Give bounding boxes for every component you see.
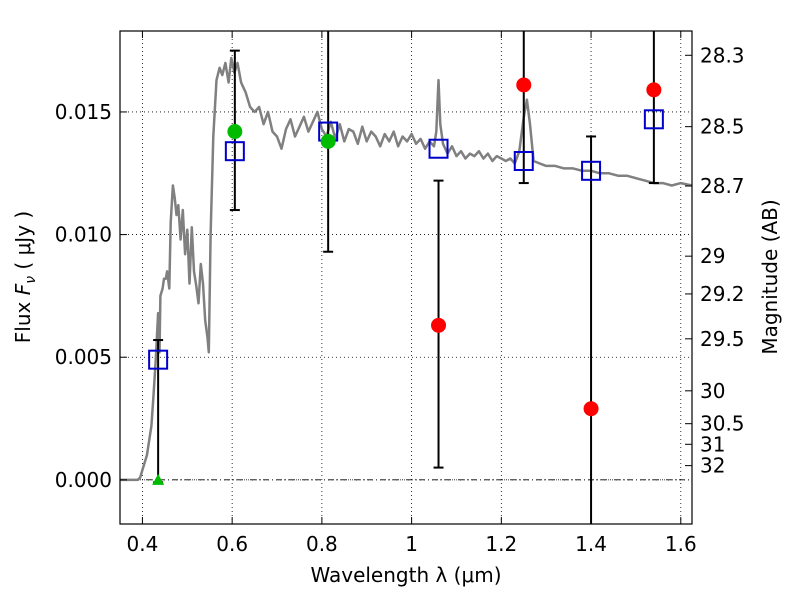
red-observed-point [516,77,532,93]
x-tick-label: 0.8 [306,532,338,556]
grid-lines [120,31,692,524]
plot-frame [119,30,693,525]
x-tick-label: 0.6 [216,532,248,556]
y-tick-label: 0.010 [55,223,112,247]
x-axis-title: Wavelength λ (μm) [310,563,501,587]
y-tick-label: 0.005 [55,345,112,369]
y2-tick-label: 28.5 [700,115,745,139]
model-photometry-square [148,349,169,370]
x-tick-label: 1.4 [575,532,607,556]
red-observed-point [583,401,599,417]
observed-upper-limit-triangle [152,473,165,485]
model-photometry-square [513,150,534,171]
y-axis-ticks: 0.000 0.005 0.010 0.015 [55,100,127,492]
model-photometry-square [224,141,245,162]
model-photometry-square [581,160,602,181]
observed-photometry-points [152,77,662,485]
red-observed-point [646,82,662,98]
y2-tick-label: 32 [700,454,725,478]
model-photometry-square [643,109,664,130]
x-tick-label: 1 [405,532,418,556]
x-tick-label: 1.6 [665,532,697,556]
y2-tick-label: 28.3 [700,43,745,67]
y2-tick-label: 31 [700,432,725,456]
green-observed-point [227,124,243,140]
x-axis-ticks: 0.4 0.6 0.8 1 1.2 1.4 1.6 [127,31,697,556]
y2-tick-label: 30 [700,379,725,403]
y2-tick-label: 28.7 [700,174,745,198]
red-observed-point [431,317,447,333]
y2-tick-label: 30.5 [700,412,745,436]
x-tick-label: 0.4 [127,532,159,556]
y-tick-label: 0.015 [55,100,112,124]
y2-axis-title: Magnitude (AB) [758,199,782,354]
model-photometry-square [428,138,449,159]
error-bars [153,31,659,524]
y-axis-title: Flux Fν ( μJy ) [11,211,39,343]
y2-tick-label: 29.2 [700,282,745,306]
model-photometry-points [148,109,664,370]
x-tick-label: 1.2 [485,532,517,556]
y2-tick-label: 29.5 [700,327,745,351]
model-spectrum-line [120,56,693,482]
green-observed-point [320,133,336,149]
y2-tick-label: 29 [700,244,725,268]
model-spectrum [120,56,693,482]
y-tick-label: 0.000 [55,468,112,492]
